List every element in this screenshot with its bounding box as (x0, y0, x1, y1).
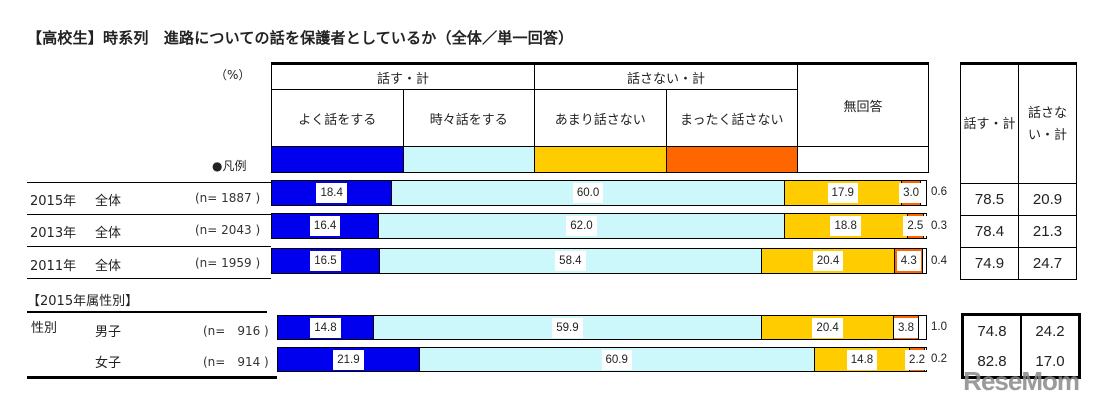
segment-often: 16.4 (272, 214, 380, 238)
totals-table: 話す・計 話さない・計 78.5 20.9 78.4 21.3 74.9 24.7 (960, 62, 1077, 280)
legend-label: ●凡例 (212, 159, 247, 173)
row-group: 女子 (95, 356, 122, 371)
row-group: 男子 (95, 325, 122, 340)
segment-sometimes: 58.4 (379, 249, 762, 273)
unit-label: （%） (215, 68, 251, 82)
talk-total-value: 74.8 (962, 314, 1022, 346)
legend-swatch-sometimes (402, 146, 535, 173)
no-answer-value: 1.0 (931, 321, 947, 333)
bar-row-2011: 16.5 58.4 20.4 4.3 (271, 248, 927, 274)
segment-never: 3.0 (899, 181, 924, 205)
legend-header-table: 話す・計 話さない・計 無回答 よく話をする 時々話をする あまり話さない まっ… (271, 62, 929, 173)
segment-often: 18.4 (272, 181, 393, 205)
row-n: (n= 1887 ) (195, 191, 261, 205)
segment-often: 16.5 (272, 249, 380, 273)
divider (27, 214, 271, 215)
segment-no-answer (921, 181, 926, 205)
talk-total-header: 話す・計 (960, 62, 1019, 184)
divider (27, 311, 267, 313)
no-talk-total-header: 話さない・計 (1018, 62, 1077, 184)
no-answer-header: 無回答 (797, 62, 929, 147)
segment-often: 21.9 (278, 348, 420, 371)
segment-rarely: 20.4 (762, 316, 895, 339)
segment-rarely: 14.8 (814, 348, 911, 371)
talk-total-value: 82.8 (962, 346, 1022, 378)
no-talk-total-value: 24.2 (1035, 322, 1065, 340)
bar-row-2015: 18.4 60.0 17.9 3.0 (271, 180, 927, 206)
divider (27, 246, 271, 247)
segment-no-answer (924, 214, 926, 238)
no-talk-total-value: 17.0 (1035, 352, 1065, 370)
no-answer-value: 0.6 (931, 186, 947, 198)
bar-row-2013: 16.4 62.0 18.8 2.5 (271, 213, 928, 239)
segment-sometimes: 62.0 (379, 214, 785, 238)
row-group: 全体 (95, 194, 122, 209)
segment-never: 4.3 (895, 249, 924, 273)
bar-row-male: 14.8 59.9 20.4 3.8 (277, 315, 927, 340)
row-n: (n= 916 ) (203, 324, 269, 338)
segment-no-answer (924, 348, 926, 371)
no-talk-total-value: 24.7 (1018, 247, 1077, 280)
gender-group-label: 性別 (31, 321, 58, 336)
no-talk-total-value: 20.9 (1018, 183, 1077, 216)
segment-rarely: 20.4 (761, 249, 896, 273)
talk-total-value: 78.5 (960, 183, 1019, 216)
row-year: 2011年 (30, 259, 77, 274)
row-group: 全体 (95, 259, 122, 274)
category-rarely-header: あまり話さない (534, 89, 667, 147)
legend-swatch-rarely (534, 146, 667, 173)
segment-sometimes: 59.9 (373, 316, 763, 339)
no-answer-value: 0.4 (931, 255, 947, 267)
chart-title: 【高校生】時系列 進路についての話を保護者としているか（全体／単一回答） (27, 29, 574, 47)
row-n: (n= 1959 ) (195, 256, 261, 270)
divider (27, 182, 271, 183)
row-n: (n= 2043 ) (195, 223, 261, 237)
talk-total-value: 74.9 (960, 247, 1019, 280)
category-sometimes-header: 時々話をする (402, 89, 535, 147)
category-often-header: よく話をする (271, 89, 404, 147)
segment-never: 2.2 (905, 348, 930, 371)
segment-sometimes: 60.9 (419, 348, 815, 371)
talk-total-value: 78.4 (960, 215, 1019, 248)
row-year: 2015年 (30, 194, 77, 209)
row-year: 2013年 (30, 226, 77, 241)
row-n: (n= 914 ) (203, 355, 269, 369)
group-talk-header: 話す・計 (271, 62, 535, 90)
segment-sometimes: 60.0 (392, 181, 785, 205)
category-never-header: まったく話さない (665, 89, 798, 147)
divider (27, 376, 277, 379)
row-group: 全体 (95, 226, 122, 241)
legend-swatch-never (665, 146, 798, 173)
segment-no-answer (918, 316, 926, 339)
no-answer-value: 0.2 (931, 353, 947, 365)
legend-swatch-often (271, 146, 404, 173)
segment-rarely: 17.9 (784, 181, 902, 205)
no-talk-total-value: 21.3 (1018, 215, 1077, 248)
section-heading-gender: 【2015年属性別】 (27, 294, 139, 309)
group-no-talk-header: 話さない・計 (534, 62, 798, 90)
segment-never: 2.5 (903, 214, 928, 238)
segment-never: 3.8 (894, 316, 919, 339)
no-answer-value: 0.3 (931, 220, 947, 232)
legend-swatch-no-answer (797, 146, 929, 173)
watermark-logo: ReseMom (963, 366, 1080, 396)
gender-totals-table: 74.8 24.2 82.8 17.0 (961, 313, 1081, 379)
segment-rarely: 18.8 (784, 214, 908, 238)
segment-no-answer (923, 249, 926, 273)
segment-often: 14.8 (278, 316, 374, 339)
divider (27, 278, 271, 279)
bar-row-female: 21.9 60.9 14.8 2.2 (277, 347, 930, 372)
